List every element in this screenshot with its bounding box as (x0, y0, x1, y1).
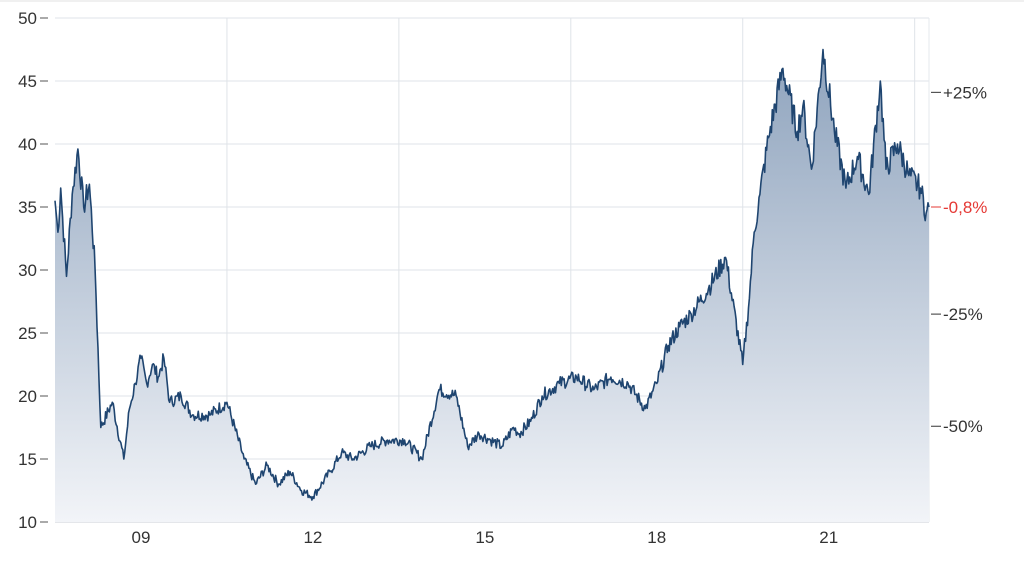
y-axis-right: +25% -0,8% -25% -50% (931, 83, 987, 436)
x-tick-label: 21 (819, 528, 838, 547)
y-tick-label: 25 (18, 324, 37, 343)
y-axis-left: 10 15 20 25 30 35 40 45 50 (18, 9, 48, 532)
y-tick-label: 10 (18, 513, 37, 532)
price-line (54, 48, 930, 501)
x-tick-label: 12 (303, 528, 322, 547)
right-tick-label: -25% (943, 305, 983, 324)
right-tick-label: -50% (943, 417, 983, 436)
right-tick-label: +25% (943, 83, 987, 102)
x-axis: 09 12 15 18 21 (132, 528, 839, 547)
right-tick-label: -0,8% (943, 198, 987, 217)
y-tick-label: 20 (18, 387, 37, 406)
price-area-fill (55, 49, 929, 522)
x-tick-label: 15 (475, 528, 494, 547)
y-tick-label: 30 (18, 261, 37, 280)
y-tick-label: 40 (18, 135, 37, 154)
y-tick-label: 15 (18, 450, 37, 469)
y-tick-label: 50 (18, 9, 37, 28)
x-tick-label: 18 (647, 528, 666, 547)
y-tick-label: 35 (18, 198, 37, 217)
x-tick-label: 09 (132, 528, 151, 547)
y-tick-label: 45 (18, 72, 37, 91)
